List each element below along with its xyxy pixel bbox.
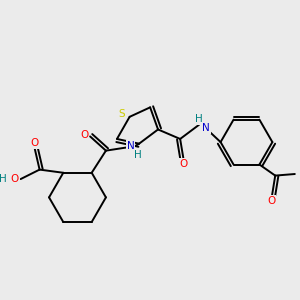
Text: N: N	[127, 141, 134, 151]
Text: N: N	[202, 123, 210, 133]
Text: H: H	[134, 150, 141, 161]
Text: H: H	[0, 174, 7, 184]
Text: H: H	[195, 114, 203, 124]
Text: S: S	[118, 109, 125, 119]
Text: O: O	[80, 130, 88, 140]
Text: O: O	[11, 174, 19, 184]
Text: O: O	[31, 138, 39, 148]
Text: O: O	[179, 159, 188, 169]
Text: O: O	[267, 196, 276, 206]
